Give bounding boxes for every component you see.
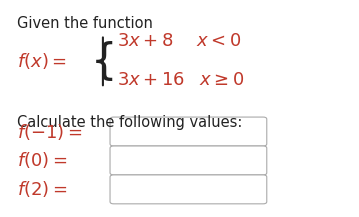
Text: $f(-1) =$: $f(-1) =$	[18, 122, 83, 141]
Text: $f(x) =$: $f(x) =$	[18, 51, 67, 71]
Text: $x \geq 0$: $x \geq 0$	[199, 71, 244, 89]
FancyBboxPatch shape	[110, 117, 267, 146]
Text: $\{$: $\{$	[89, 39, 113, 83]
Text: $f(0) =$: $f(0) =$	[18, 150, 68, 170]
FancyBboxPatch shape	[110, 146, 267, 175]
Text: $f(2) =$: $f(2) =$	[18, 179, 68, 199]
Text: Given the function: Given the function	[18, 16, 153, 31]
Text: $3x + 16$: $3x + 16$	[117, 71, 185, 89]
Text: $3x + 8$: $3x + 8$	[117, 32, 173, 50]
Text: Calculate the following values:: Calculate the following values:	[18, 115, 243, 130]
FancyBboxPatch shape	[110, 175, 267, 204]
Text: $x < 0$: $x < 0$	[196, 32, 241, 50]
